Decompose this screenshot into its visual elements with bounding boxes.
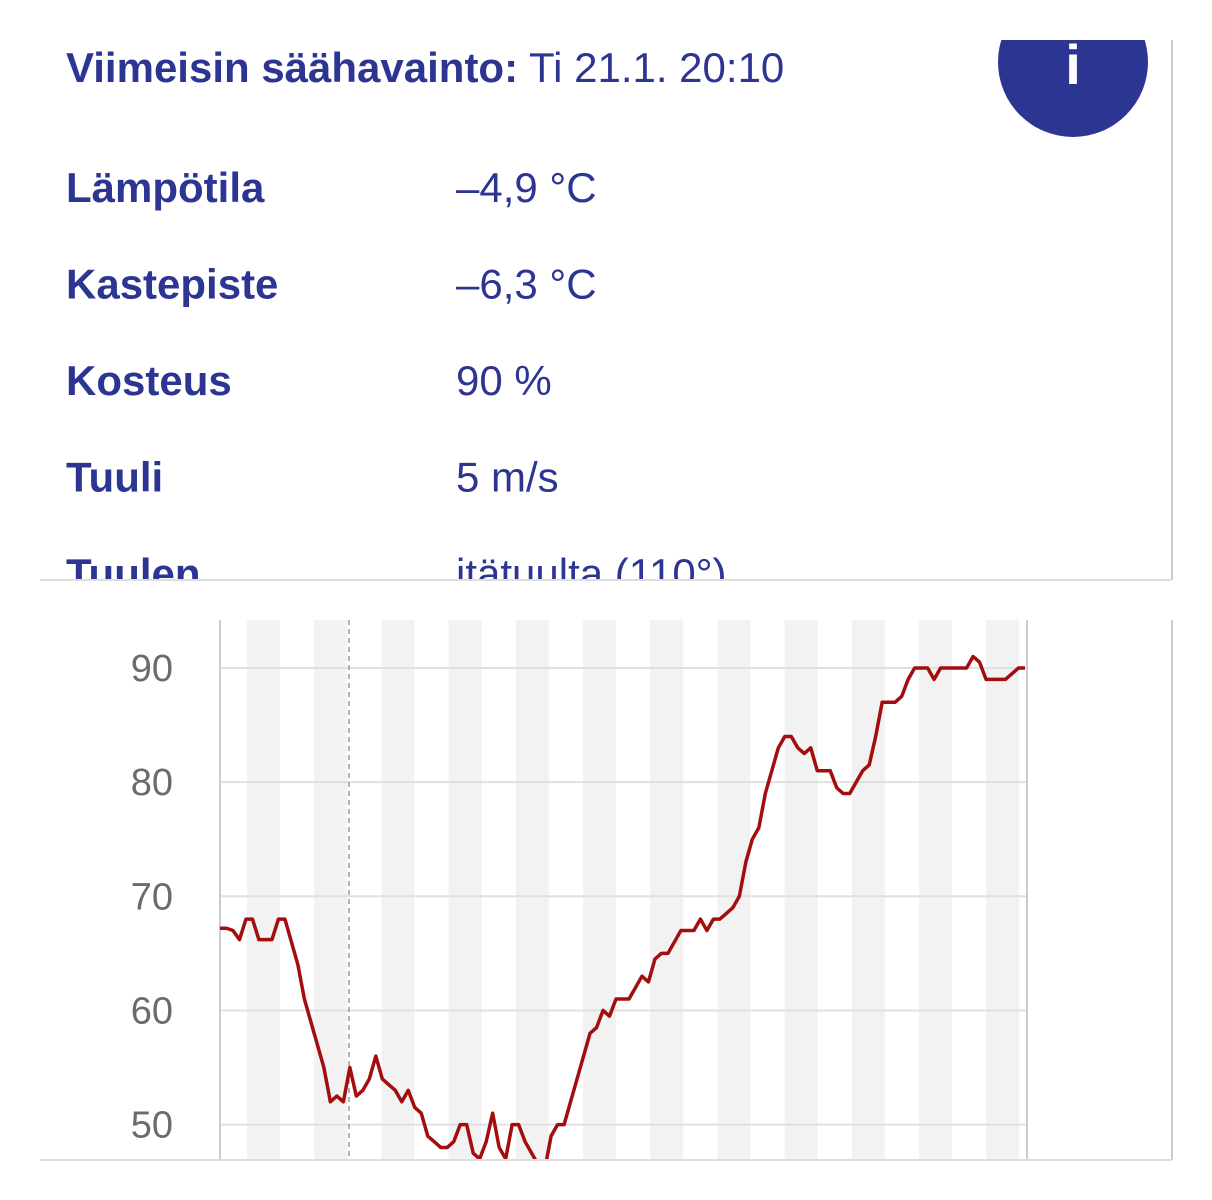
stripe: [448, 620, 482, 1160]
row-label: Kastepiste: [66, 261, 278, 308]
stripe: [381, 620, 415, 1160]
stripe: [919, 620, 952, 1160]
stripe: [314, 620, 348, 1160]
title-label: Viimeisin säähavainto:: [66, 44, 518, 91]
humidity-line: [220, 654, 1025, 1160]
panel-bg: [40, 40, 1172, 580]
stripe: [851, 620, 885, 1160]
row-label: Lämpötila: [66, 164, 265, 211]
chart-panel: 50 60 70 80 90: [131, 620, 1028, 1160]
stripe: [986, 620, 1020, 1160]
stripe: [583, 620, 616, 1160]
stripe: [247, 620, 280, 1160]
stripe: [784, 620, 818, 1160]
row-value: 90 %: [456, 357, 552, 404]
row-label: Kosteus: [66, 357, 232, 404]
hour-stripes: [247, 620, 1020, 1160]
y-tick-label: 90: [131, 648, 173, 690]
observation-title: Viimeisin säähavainto: Ti 21.1. 20:10: [66, 44, 784, 91]
stripe: [650, 620, 684, 1160]
stripe: [515, 620, 549, 1160]
row-value: itätuulta (110°): [456, 550, 727, 597]
y-tick-label: 80: [131, 762, 173, 804]
y-tick-label: 50: [131, 1105, 173, 1147]
grid: 50 60 70 80 90: [131, 648, 1027, 1147]
observation-panel: Viimeisin säähavainto: Ti 21.1. 20:10 i …: [40, 0, 1172, 597]
plot: [220, 654, 1025, 1160]
info-button[interactable]: [998, 0, 1148, 137]
row-value: –4,9 °C: [456, 164, 597, 211]
y-tick-label: 60: [131, 990, 173, 1032]
row-label: Tuuli: [66, 454, 163, 501]
row-value: 5 m/s: [456, 454, 559, 501]
row-label: Tuulen: [66, 550, 201, 597]
y-tick-label: 70: [131, 876, 173, 918]
title-time: Ti 21.1. 20:10: [529, 44, 784, 91]
row-value: –6,3 °C: [456, 261, 597, 308]
stripe: [717, 620, 751, 1160]
info-icon[interactable]: i: [1065, 33, 1081, 96]
